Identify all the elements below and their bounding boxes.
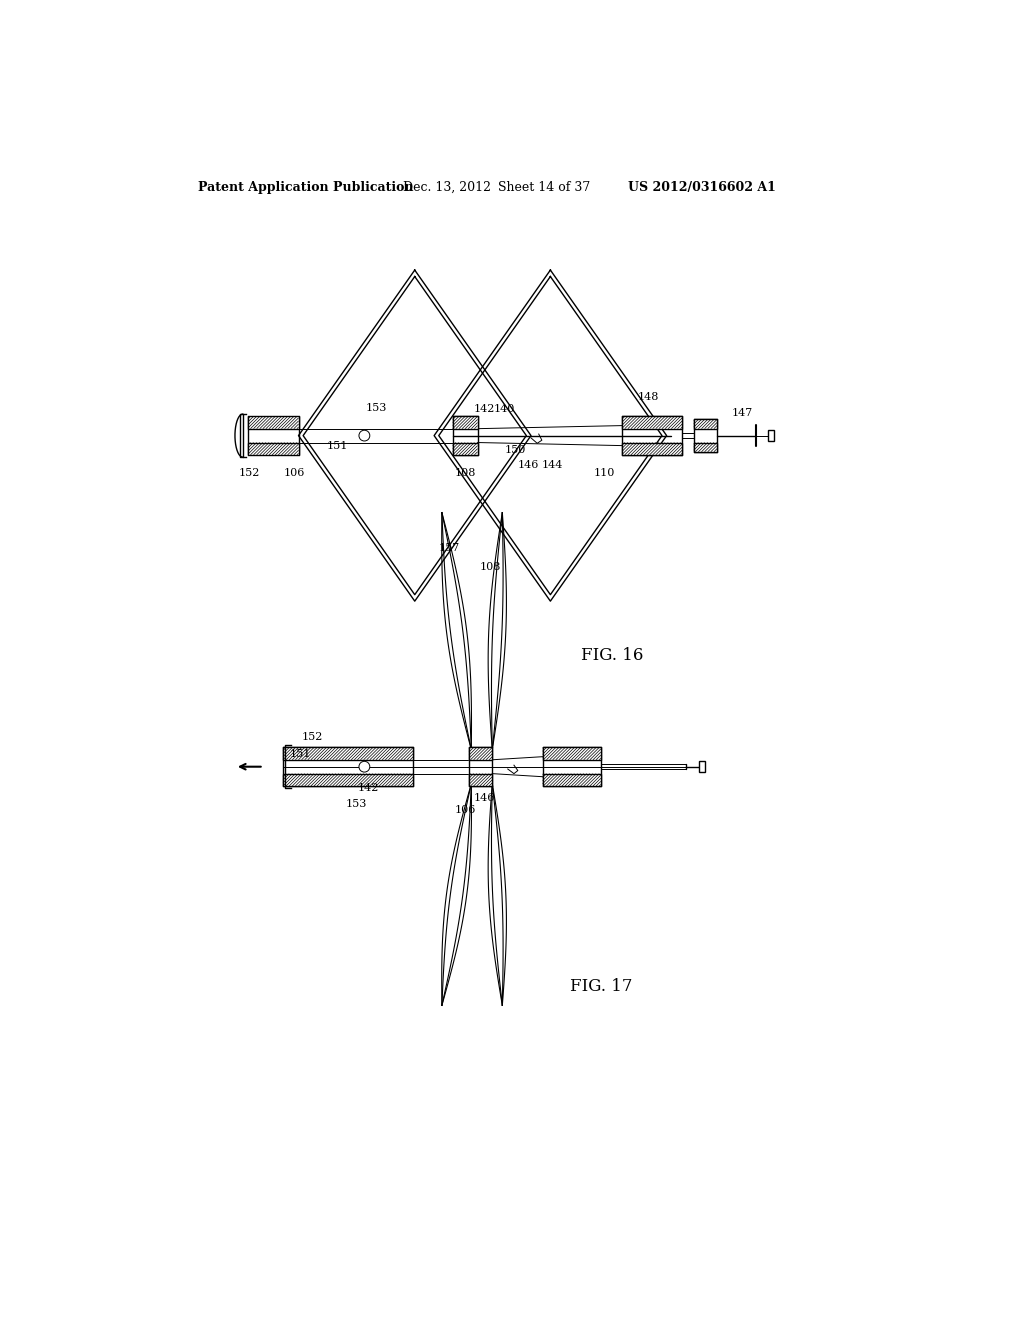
Text: Patent Application Publication: Patent Application Publication [198,181,414,194]
Circle shape [359,762,370,772]
Text: 151: 151 [290,750,310,759]
Text: 157: 157 [439,543,460,553]
Text: 146: 146 [474,792,496,803]
Text: 106: 106 [455,805,476,814]
Bar [768,430,774,441]
Bar [693,420,717,429]
Text: 108: 108 [455,467,476,478]
Text: FIG. 16: FIG. 16 [582,647,643,664]
Bar [283,747,414,760]
Text: Dec. 13, 2012: Dec. 13, 2012 [403,181,492,194]
Text: 153: 153 [346,799,368,809]
Bar [248,442,299,455]
Text: 108: 108 [479,562,501,573]
Bar [693,442,717,451]
Bar [453,416,477,429]
Text: FIG. 17: FIG. 17 [569,978,632,995]
Text: 142: 142 [474,404,496,414]
Text: US 2012/0316602 A1: US 2012/0316602 A1 [628,181,776,194]
Text: 152: 152 [239,467,260,478]
Text: 144: 144 [542,459,563,470]
Bar [469,747,493,760]
Bar [469,774,493,785]
Bar [623,416,682,429]
Bar [453,442,477,455]
Text: 142: 142 [357,783,379,793]
Text: 152: 152 [302,731,324,742]
Text: 106: 106 [284,467,305,478]
Bar [283,774,414,785]
Bar [543,747,601,760]
Text: 146: 146 [518,459,540,470]
Text: 148: 148 [638,392,659,403]
Text: Sheet 14 of 37: Sheet 14 of 37 [499,181,591,194]
Bar [699,762,706,772]
Bar [543,774,601,785]
Text: 153: 153 [366,403,387,413]
Bar [623,442,682,455]
Text: 140: 140 [494,404,515,414]
Text: 110: 110 [594,467,615,478]
Bar [248,416,299,429]
Circle shape [359,430,370,441]
Text: 150: 150 [505,445,526,454]
Text: 151: 151 [327,441,348,451]
Text: 147: 147 [731,408,753,417]
